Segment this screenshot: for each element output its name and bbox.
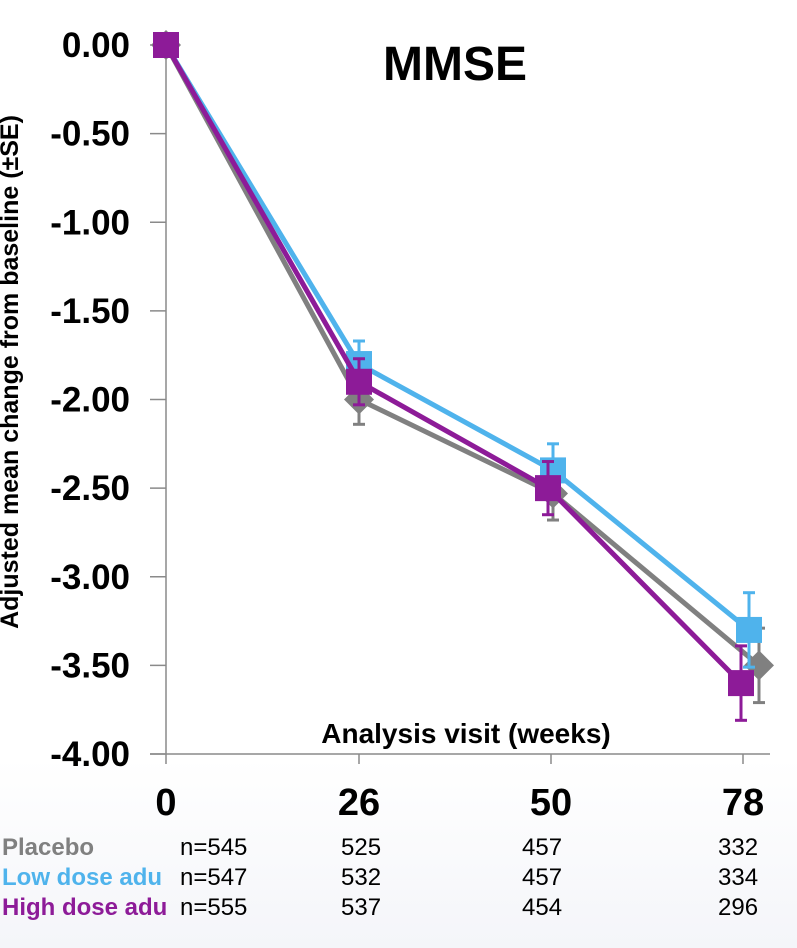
n-at-risk-count: 457	[522, 834, 563, 861]
y-axis-label: Adjusted mean change from baseline (±SE)	[0, 115, 24, 629]
data-point	[346, 368, 372, 395]
n-at-risk-count: n=555	[180, 894, 248, 921]
n-at-risk-count: 532	[341, 864, 382, 891]
n-at-risk-series-label: High dose adu	[2, 894, 168, 921]
n-at-risk-count: 332	[718, 834, 759, 861]
x-tick-label: 0	[155, 782, 176, 824]
y-tick-label: -1.50	[50, 292, 130, 331]
n-at-risk-count: 457	[522, 864, 563, 891]
series-placebo	[151, 30, 774, 705]
series-high-dose-adu	[153, 32, 754, 722]
y-tick-label: -2.00	[50, 381, 130, 420]
x-tick-label: 78	[722, 782, 764, 824]
y-tick-label: -1.00	[50, 203, 130, 242]
n-at-risk-row: Low dose adu n=547 532 457 334	[0, 864, 797, 894]
n-at-risk-count: 334	[718, 864, 759, 891]
series-layer	[151, 30, 774, 722]
data-point	[728, 670, 754, 697]
x-axis-label: Analysis visit (weeks)	[321, 718, 610, 749]
axes	[150, 44, 770, 764]
y-tick-label: -3.00	[50, 558, 130, 597]
n-at-risk-count: n=545	[180, 834, 248, 861]
y-tick-label: -2.50	[50, 469, 130, 508]
n-at-risk-series-label: Placebo	[2, 834, 95, 861]
y-tick-label: -4.00	[50, 735, 130, 774]
n-at-risk-count: 537	[341, 894, 382, 921]
y-tick-label: 0.00	[62, 26, 130, 65]
n-at-risk-series-label: Low dose adu	[2, 864, 163, 891]
tick-labels: 0.00 -0.50 -1.00 -1.50 -2.00 -2.50 -3.00 -3.50 -…	[50, 26, 764, 824]
n-at-risk-row: Placebo n=545 525 457 332	[0, 834, 797, 864]
series-line	[163, 43, 761, 668]
data-point	[153, 32, 179, 58]
y-tick-label: -0.50	[50, 115, 130, 154]
data-point	[535, 475, 561, 502]
data-point	[736, 616, 762, 643]
y-tick-label: -3.50	[50, 646, 130, 685]
series-line	[163, 43, 743, 685]
series-line	[163, 43, 751, 632]
x-tick-label: 50	[530, 782, 572, 824]
n-at-risk-count: 525	[341, 834, 382, 861]
chart-title: MMSE	[383, 38, 527, 91]
n-at-risk-row: High dose adu n=555 537 454 296	[0, 894, 797, 924]
series-low-dose-adu	[153, 32, 762, 669]
n-at-risk-count: 454	[522, 894, 563, 921]
n-at-risk-count: 296	[718, 894, 759, 921]
n-at-risk-count: n=547	[180, 864, 248, 891]
x-tick-label: 26	[338, 782, 380, 824]
